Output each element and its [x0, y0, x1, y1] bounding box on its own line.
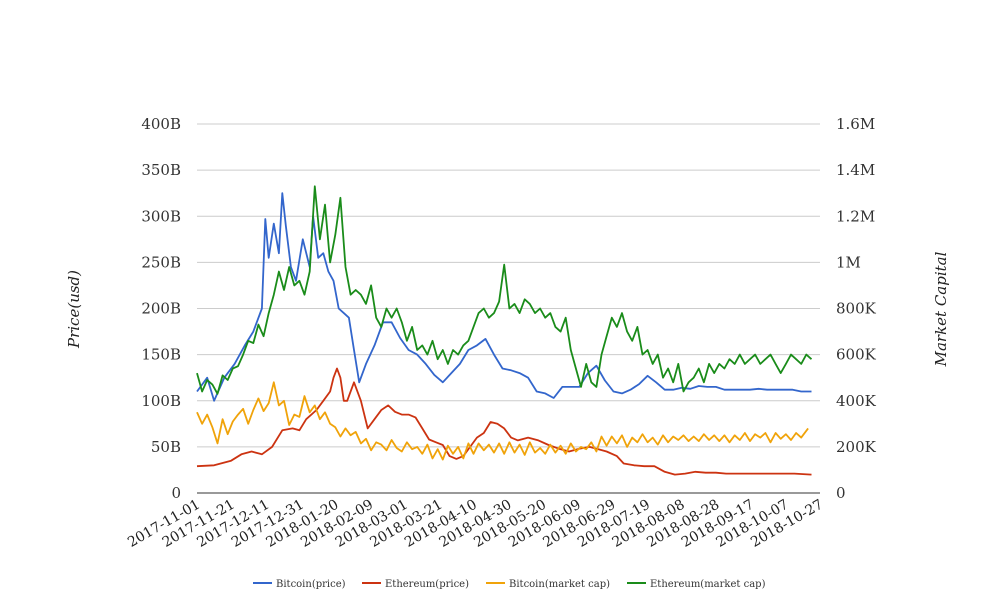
right-axis-title: Market Capital: [932, 251, 950, 367]
right-axis-ticks: 0 200K 400K 600K 800K 1M 1.2M 1.4M 1.6M: [836, 115, 877, 502]
left-tick-label: 300B: [141, 207, 181, 225]
legend-label: Ethereum(market cap): [650, 579, 766, 590]
series-line-ethereum-market-cap: [196, 185, 813, 395]
left-tick-label: 400B: [141, 115, 181, 133]
left-tick-label: 250B: [141, 253, 181, 271]
legend-label: Bitcoin(market cap): [509, 579, 610, 590]
right-tick-label: 800K: [836, 300, 877, 318]
legend-label: Ethereum(price): [385, 579, 469, 590]
left-tick-label: 0: [171, 484, 181, 502]
right-tick-label: 1.6M: [836, 115, 875, 133]
right-tick-label: 1.2M: [836, 207, 875, 225]
legend-label: Bitcoin(price): [276, 579, 346, 590]
left-axis-ticks: 0 50B 100B 150B 200B 250B 300B 350B 400B: [141, 115, 181, 502]
series-lines: [196, 185, 813, 476]
left-tick-label: 50B: [151, 438, 181, 456]
right-tick-label: 400K: [836, 392, 877, 410]
left-tick-label: 350B: [141, 161, 181, 179]
left-tick-label: 200B: [141, 300, 181, 318]
right-tick-label: 0: [836, 484, 846, 502]
left-tick-label: 150B: [141, 346, 181, 364]
right-tick-label: 200K: [836, 438, 877, 456]
series-line-bitcoin-market-cap: [196, 381, 809, 461]
right-tick-label: 600K: [836, 346, 877, 364]
x-axis-ticks: 2017-11-012017-11-212017-12-112017-12-31…: [125, 497, 826, 551]
left-tick-label: 100B: [141, 392, 181, 410]
right-tick-label: 1.4M: [836, 161, 875, 179]
left-axis-title: Price(usd): [65, 270, 83, 349]
series-line-bitcoin-price: [196, 192, 812, 402]
legend: Bitcoin(price) Ethereum(price) Bitcoin(mar…: [253, 579, 766, 590]
right-tick-label: 1M: [836, 253, 861, 271]
